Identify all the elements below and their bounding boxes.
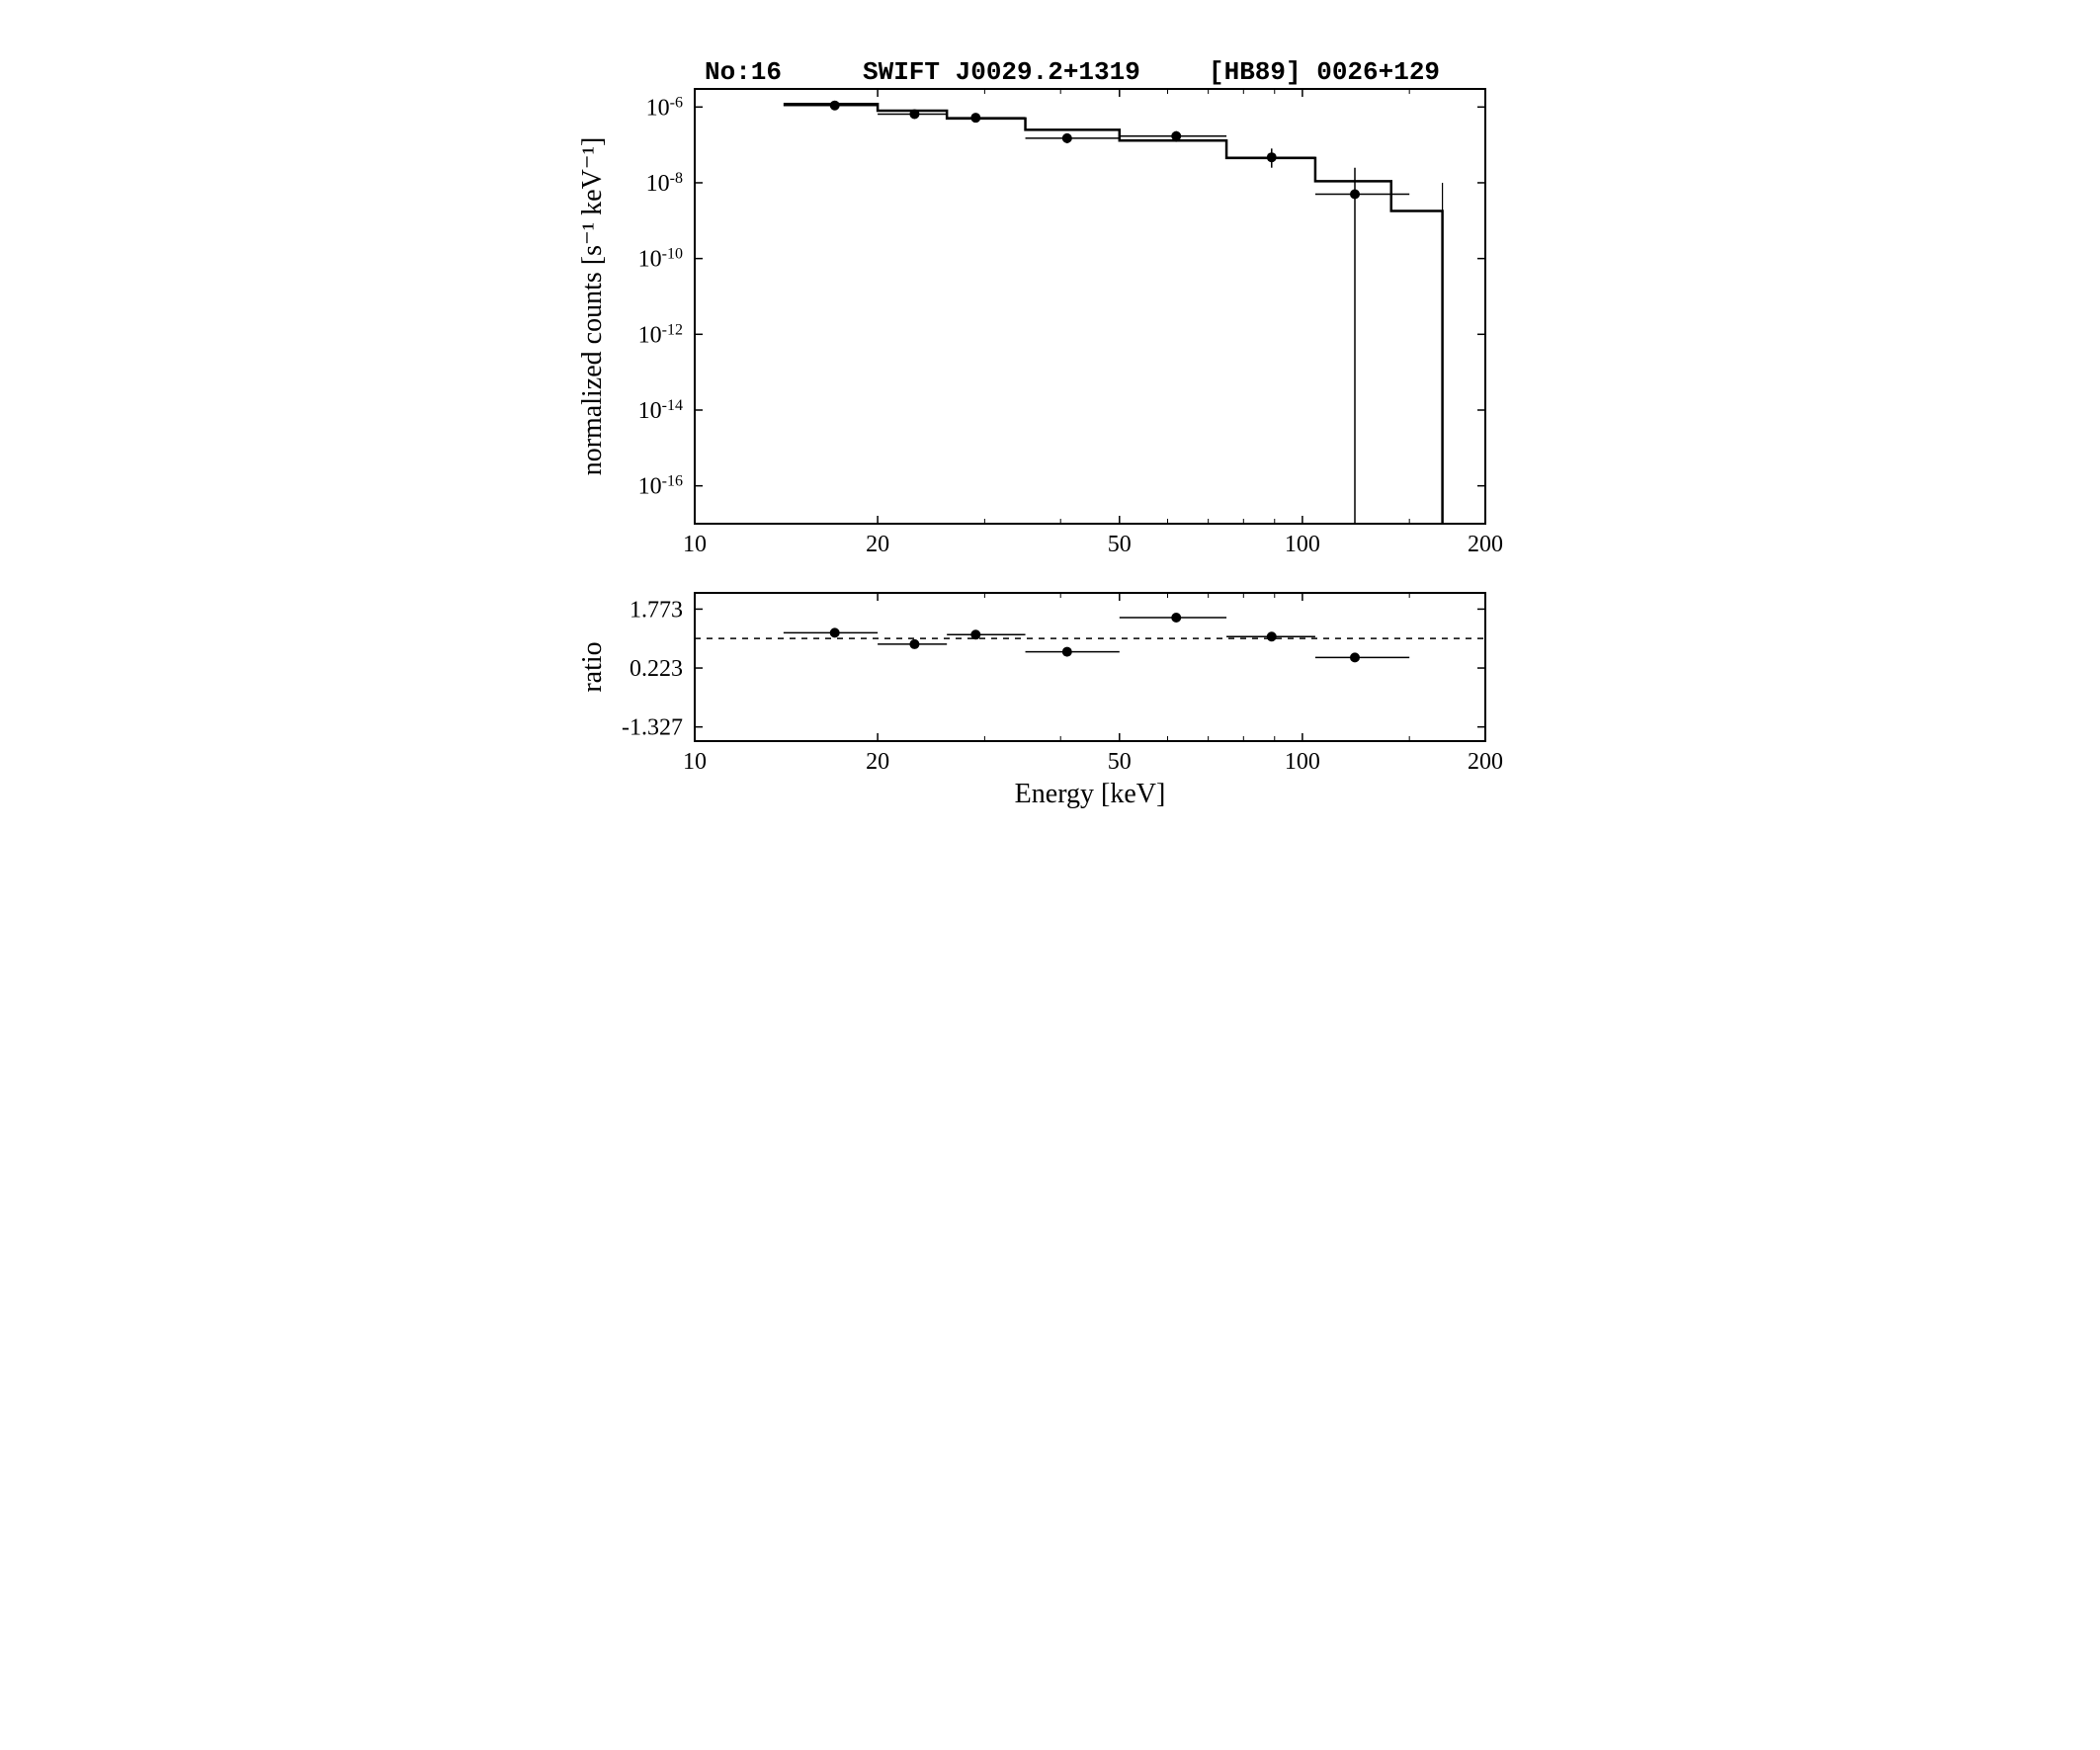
- svg-text:SWIFT J0029.2+1319: SWIFT J0029.2+1319: [863, 57, 1140, 87]
- data-point: [970, 113, 980, 123]
- data-point: [1349, 190, 1359, 200]
- spectrum-chart: No:16 SWIFT J0029.2+1319 [HB89] 0026+129 10…: [556, 40, 1545, 860]
- ratio-point: [1266, 631, 1276, 641]
- ratio-point: [1349, 652, 1359, 662]
- svg-text:20: 20: [866, 749, 889, 775]
- chart-title: No:16 SWIFT J0029.2+1319 [HB89] 0026+129: [705, 57, 1440, 87]
- ratio-point: [829, 627, 839, 637]
- svg-text:10-12: 10-12: [637, 321, 682, 349]
- model-step-line: [783, 104, 1442, 524]
- xlabel: Energy [keV]: [1014, 779, 1165, 809]
- ratio-point: [970, 629, 980, 639]
- top-ylabel: normalized counts [s⁻¹ keV⁻¹]: [577, 137, 608, 476]
- svg-text:-1.327: -1.327: [622, 715, 683, 741]
- data-point: [829, 101, 839, 111]
- svg-text:100: 100: [1284, 532, 1319, 557]
- data-point: [909, 109, 919, 119]
- figure-container: No:16 SWIFT J0029.2+1319 [HB89] 0026+129 10…: [556, 40, 1545, 860]
- data-point: [1171, 131, 1181, 141]
- ratio-point: [1061, 647, 1071, 657]
- svg-text:50: 50: [1107, 532, 1131, 557]
- svg-text:10: 10: [683, 532, 707, 557]
- svg-text:200: 200: [1468, 749, 1503, 775]
- ratio-point: [909, 639, 919, 649]
- svg-text:[HB89] 0026+129: [HB89] 0026+129: [1209, 57, 1440, 87]
- svg-text:10-8: 10-8: [645, 169, 682, 197]
- svg-text:1.773: 1.773: [630, 597, 683, 623]
- bottom-ylabel: ratio: [577, 641, 608, 692]
- svg-text:10-10: 10-10: [637, 245, 682, 272]
- ratio-point: [1171, 613, 1181, 623]
- svg-text:10: 10: [683, 749, 707, 775]
- svg-text:50: 50: [1107, 749, 1131, 775]
- data-point: [1061, 133, 1071, 143]
- svg-text:0.223: 0.223: [630, 656, 683, 682]
- svg-text:No:16: No:16: [705, 57, 782, 87]
- svg-text:10-14: 10-14: [637, 396, 682, 424]
- svg-text:20: 20: [866, 532, 889, 557]
- svg-text:200: 200: [1468, 532, 1503, 557]
- data-point: [1266, 152, 1276, 162]
- svg-text:10-6: 10-6: [645, 94, 682, 122]
- svg-text:100: 100: [1284, 749, 1319, 775]
- svg-text:10-16: 10-16: [637, 472, 682, 500]
